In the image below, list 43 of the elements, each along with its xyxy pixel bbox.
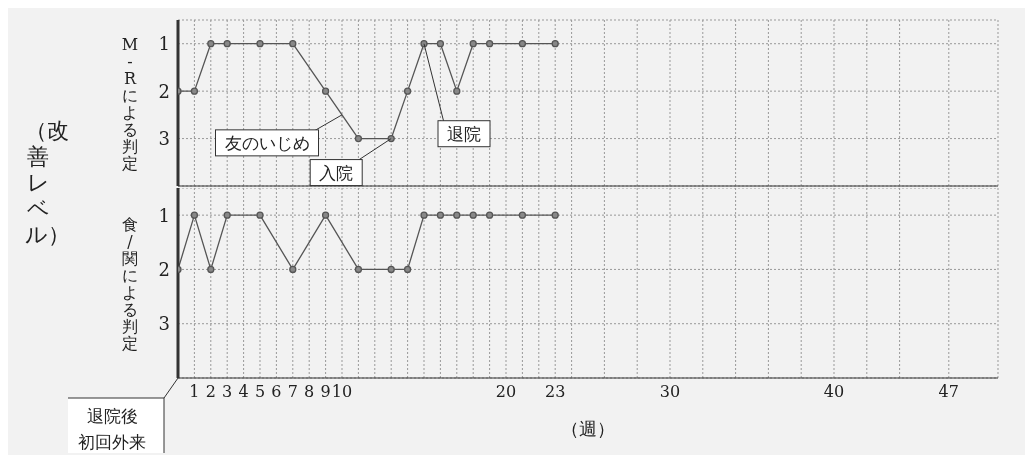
x-tick-label: 2 (205, 382, 216, 402)
point (289, 40, 297, 48)
y-axis-title: 食/関による判定 (122, 214, 138, 353)
point (207, 40, 215, 48)
point (403, 87, 412, 95)
x-tick-label: 7 (287, 382, 298, 402)
y-tick-label: 2 (158, 80, 170, 102)
y-tick-label: 2 (158, 258, 170, 280)
point (256, 40, 264, 48)
x-tick-label: 30 (659, 382, 681, 402)
annotation: 入院 (319, 162, 354, 183)
x-tick-label: 6 (271, 382, 282, 402)
x-tick-label: 3 (222, 382, 233, 402)
annotation: 退院 (447, 123, 481, 144)
point (453, 87, 461, 95)
point (354, 134, 363, 143)
y-tick-label: 1 (158, 204, 170, 226)
y-tick-label: 3 (158, 127, 170, 149)
x-axis-title: （週） (561, 418, 615, 439)
text: 退院後初回外来 (78, 406, 146, 452)
x-tick-label: 23 (545, 382, 566, 402)
y-tick-label: 3 (158, 313, 170, 335)
point (469, 40, 477, 48)
text: （改善レベル） (25, 118, 70, 248)
x-tick-label: 20 (495, 382, 517, 402)
point (551, 40, 559, 48)
point (518, 40, 527, 48)
x-tick-label: 8 (304, 382, 315, 402)
point (436, 40, 445, 48)
x-tick-label: 9 (320, 382, 331, 402)
point (223, 40, 231, 48)
y-axis-title: M-Rによる判定 (121, 34, 139, 173)
x-tick-label: 4 (238, 382, 249, 402)
x-tick-label: 1 (189, 382, 200, 402)
x-tick-label: 5 (254, 382, 266, 402)
y-tick-label: 1 (158, 33, 170, 55)
point (190, 87, 199, 95)
x-tick-label: 40 (823, 382, 845, 402)
point (485, 40, 494, 48)
x-tick-label: 47 (938, 382, 959, 402)
annotation: 友のいじめ (224, 132, 310, 153)
x-tick-label: 10 (331, 382, 353, 402)
point (321, 87, 330, 95)
